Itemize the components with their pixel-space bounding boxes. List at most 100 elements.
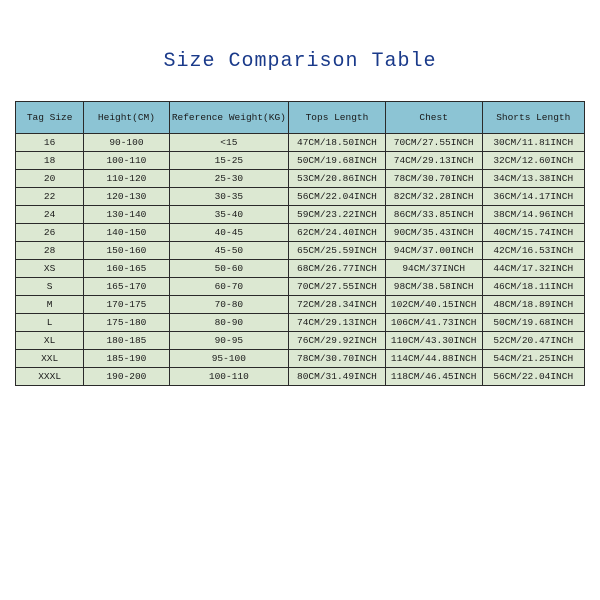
col-height: Height(CM) — [84, 102, 169, 134]
table-cell: 42CM/16.53INCH — [482, 242, 584, 260]
table-row: 1690-100<1547CM/18.50INCH70CM/27.55INCH3… — [16, 134, 585, 152]
table-cell: 94CM/37INCH — [385, 260, 482, 278]
table-cell: 106CM/41.73INCH — [385, 314, 482, 332]
table-cell: 53CM/20.86INCH — [289, 170, 386, 188]
table-cell: 100-110 — [84, 152, 169, 170]
table-cell: 25-30 — [169, 170, 288, 188]
table-row: XXXL190-200100-11080CM/31.49INCH118CM/46… — [16, 368, 585, 386]
table-cell: 45-50 — [169, 242, 288, 260]
size-comparison-table: Tag Size Height(CM) Reference Weight(KG)… — [15, 101, 585, 386]
table-cell: 185-190 — [84, 350, 169, 368]
table-cell: 78CM/30.70INCH — [385, 170, 482, 188]
table-cell: 110-120 — [84, 170, 169, 188]
table-cell: 20 — [16, 170, 84, 188]
table-cell: 114CM/44.88INCH — [385, 350, 482, 368]
header-row: Tag Size Height(CM) Reference Weight(KG)… — [16, 102, 585, 134]
table-cell: 86CM/33.85INCH — [385, 206, 482, 224]
table-row: 18100-11015-2550CM/19.68INCH74CM/29.13IN… — [16, 152, 585, 170]
table-cell: 76CM/29.92INCH — [289, 332, 386, 350]
table-cell: 80CM/31.49INCH — [289, 368, 386, 386]
table-title: Size Comparison Table — [163, 50, 436, 73]
table-cell: 140-150 — [84, 224, 169, 242]
table-cell: <15 — [169, 134, 288, 152]
table-cell: 110CM/43.30INCH — [385, 332, 482, 350]
table-cell: 47CM/18.50INCH — [289, 134, 386, 152]
table-cell: 50CM/19.68INCH — [482, 314, 584, 332]
table-cell: 120-130 — [84, 188, 169, 206]
table-cell: 118CM/46.45INCH — [385, 368, 482, 386]
table-cell: 16 — [16, 134, 84, 152]
table-cell: 44CM/17.32INCH — [482, 260, 584, 278]
table-cell: 72CM/28.34INCH — [289, 296, 386, 314]
table-cell: 32CM/12.60INCH — [482, 152, 584, 170]
table-cell: 56CM/22.04INCH — [482, 368, 584, 386]
col-tag-size: Tag Size — [16, 102, 84, 134]
table-cell: 90-100 — [84, 134, 169, 152]
table-cell: 90-95 — [169, 332, 288, 350]
table-row: L175-18080-9074CM/29.13INCH106CM/41.73IN… — [16, 314, 585, 332]
table-cell: 100-110 — [169, 368, 288, 386]
table-row: XS160-16550-6068CM/26.77INCH94CM/37INCH4… — [16, 260, 585, 278]
table-header: Tag Size Height(CM) Reference Weight(KG)… — [16, 102, 585, 134]
table-cell: 160-165 — [84, 260, 169, 278]
table-row: 28150-16045-5065CM/25.59INCH94CM/37.00IN… — [16, 242, 585, 260]
table-cell: 40CM/15.74INCH — [482, 224, 584, 242]
table-cell: 68CM/26.77INCH — [289, 260, 386, 278]
table-cell: XS — [16, 260, 84, 278]
table-row: 24130-14035-4059CM/23.22INCH86CM/33.85IN… — [16, 206, 585, 224]
table-row: 20110-12025-3053CM/20.86INCH78CM/30.70IN… — [16, 170, 585, 188]
table-cell: 98CM/38.58INCH — [385, 278, 482, 296]
table-cell: 22 — [16, 188, 84, 206]
table-cell: 52CM/20.47INCH — [482, 332, 584, 350]
col-weight: Reference Weight(KG) — [169, 102, 288, 134]
col-shorts-length: Shorts Length — [482, 102, 584, 134]
table-row: M170-17570-8072CM/28.34INCH102CM/40.15IN… — [16, 296, 585, 314]
table-cell: 80-90 — [169, 314, 288, 332]
table-cell: S — [16, 278, 84, 296]
table-cell: 190-200 — [84, 368, 169, 386]
table-cell: 48CM/18.89INCH — [482, 296, 584, 314]
table-cell: 95-100 — [169, 350, 288, 368]
table-cell: XXL — [16, 350, 84, 368]
table-cell: L — [16, 314, 84, 332]
table-row: XL180-18590-9576CM/29.92INCH110CM/43.30I… — [16, 332, 585, 350]
table-cell: 30CM/11.81INCH — [482, 134, 584, 152]
table-cell: 36CM/14.17INCH — [482, 188, 584, 206]
table-cell: 82CM/32.28INCH — [385, 188, 482, 206]
table-row: 26140-15040-4562CM/24.40INCH90CM/35.43IN… — [16, 224, 585, 242]
col-tops-length: Tops Length — [289, 102, 386, 134]
table-cell: 65CM/25.59INCH — [289, 242, 386, 260]
table-cell: M — [16, 296, 84, 314]
table-cell: 170-175 — [84, 296, 169, 314]
table-row: S165-17060-7070CM/27.55INCH98CM/38.58INC… — [16, 278, 585, 296]
table-cell: 50CM/19.68INCH — [289, 152, 386, 170]
table-cell: 70CM/27.55INCH — [289, 278, 386, 296]
table-cell: 56CM/22.04INCH — [289, 188, 386, 206]
table-cell: 15-25 — [169, 152, 288, 170]
table-cell: 150-160 — [84, 242, 169, 260]
table-cell: 59CM/23.22INCH — [289, 206, 386, 224]
table-cell: 30-35 — [169, 188, 288, 206]
table-row: XXL185-19095-10078CM/30.70INCH114CM/44.8… — [16, 350, 585, 368]
table-cell: 26 — [16, 224, 84, 242]
table-cell: 175-180 — [84, 314, 169, 332]
table-cell: 18 — [16, 152, 84, 170]
table-cell: 46CM/18.11INCH — [482, 278, 584, 296]
table-cell: 34CM/13.38INCH — [482, 170, 584, 188]
table-cell: 62CM/24.40INCH — [289, 224, 386, 242]
table-cell: 70CM/27.55INCH — [385, 134, 482, 152]
table-cell: XXXL — [16, 368, 84, 386]
table-cell: 90CM/35.43INCH — [385, 224, 482, 242]
table-cell: 74CM/29.13INCH — [289, 314, 386, 332]
table-cell: 60-70 — [169, 278, 288, 296]
table-cell: 130-140 — [84, 206, 169, 224]
table-cell: 50-60 — [169, 260, 288, 278]
table-cell: 180-185 — [84, 332, 169, 350]
table-cell: 74CM/29.13INCH — [385, 152, 482, 170]
table-row: 22120-13030-3556CM/22.04INCH82CM/32.28IN… — [16, 188, 585, 206]
table-cell: 54CM/21.25INCH — [482, 350, 584, 368]
table-cell: 94CM/37.00INCH — [385, 242, 482, 260]
table-cell: 38CM/14.96INCH — [482, 206, 584, 224]
table-body: 1690-100<1547CM/18.50INCH70CM/27.55INCH3… — [16, 134, 585, 386]
table-cell: 35-40 — [169, 206, 288, 224]
